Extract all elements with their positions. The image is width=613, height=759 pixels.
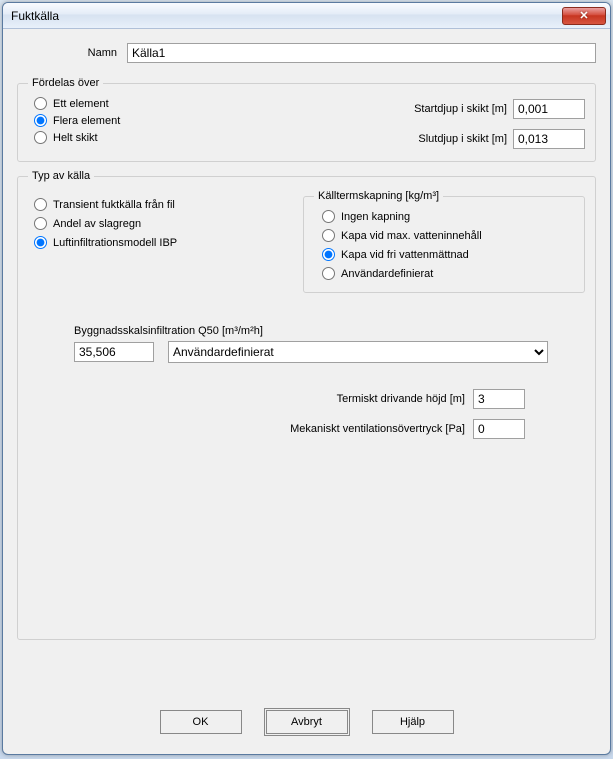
mech-overpressure-input[interactable] xyxy=(473,419,525,439)
thermal-height-input[interactable] xyxy=(473,389,525,409)
radio-helt-skikt-label: Helt skikt xyxy=(53,132,98,144)
titlebar: Fuktkälla ✕ xyxy=(3,3,610,29)
q50-input[interactable] xyxy=(74,342,154,362)
mech-overpressure-row: Mekaniskt ventilationsövertryck [Pa] xyxy=(74,419,585,439)
mech-overpressure-label: Mekaniskt ventilationsövertryck [Pa] xyxy=(290,423,465,435)
radio-rain-fraction-label: Andel av slagregn xyxy=(53,218,141,230)
distribution-group: Fördelas över Ett element Flera element … xyxy=(17,77,596,162)
cancel-button[interactable]: Avbryt xyxy=(266,710,348,734)
radio-transient-file[interactable]: Transient fuktkälla från fil xyxy=(34,198,289,211)
end-depth-input[interactable] xyxy=(513,129,585,149)
radio-transient-file-label: Transient fuktkälla från fil xyxy=(53,199,175,211)
radio-flera-element-input[interactable] xyxy=(34,114,47,127)
radio-rain-fraction[interactable]: Andel av slagregn xyxy=(34,217,289,230)
radio-one-element-input[interactable] xyxy=(34,97,47,110)
q50-block: Byggnadsskalsinfiltration Q50 [m³/m²h] A… xyxy=(28,325,585,439)
client-area: Namn Fördelas över Ett element Flera ele… xyxy=(3,29,610,640)
distribution-legend: Fördelas över xyxy=(28,77,103,89)
radio-cap-user[interactable]: Användardefinierat xyxy=(322,267,574,280)
radio-cap-free-input[interactable] xyxy=(322,248,335,261)
radio-one-element-label: Ett element xyxy=(53,98,109,110)
dialog-window: Fuktkälla ✕ Namn Fördelas över Ett eleme… xyxy=(2,2,611,755)
radio-cap-max-label: Kapa vid max. vatteninnehåll xyxy=(341,230,482,242)
radio-cap-max[interactable]: Kapa vid max. vatteninnehåll xyxy=(322,229,574,242)
name-label: Namn xyxy=(17,47,127,59)
source-type-group: Typ av källa Transient fuktkälla från fi… xyxy=(17,170,596,640)
radio-ibp-model[interactable]: Luftinfiltrationsmodell IBP xyxy=(34,236,289,249)
radio-rain-fraction-input[interactable] xyxy=(34,217,47,230)
ok-button[interactable]: OK xyxy=(160,710,242,734)
radio-cap-none-label: Ingen kapning xyxy=(341,211,410,223)
window-title: Fuktkälla xyxy=(11,9,562,23)
radio-cap-user-label: Användardefinierat xyxy=(341,268,433,280)
q50-mode-select[interactable]: Användardefinierat xyxy=(168,341,548,363)
end-depth-row: Slutdjup i skikt [m] xyxy=(414,129,585,149)
close-icon: ✕ xyxy=(579,9,588,22)
radio-helt-skikt[interactable]: Helt skikt xyxy=(34,131,394,144)
capping-group: Källtermskapning [kg/m³] Ingen kapning K… xyxy=(303,190,585,293)
start-depth-label: Startdjup i skikt [m] xyxy=(414,103,507,115)
close-button[interactable]: ✕ xyxy=(562,7,606,25)
thermal-height-label: Termiskt drivande höjd [m] xyxy=(337,393,465,405)
radio-cap-none[interactable]: Ingen kapning xyxy=(322,210,574,223)
radio-cap-max-input[interactable] xyxy=(322,229,335,242)
help-button[interactable]: Hjälp xyxy=(372,710,454,734)
radio-cap-user-input[interactable] xyxy=(322,267,335,280)
radio-flera-element-label: Flera element xyxy=(53,115,120,127)
start-depth-input[interactable] xyxy=(513,99,585,119)
name-row: Namn xyxy=(17,43,596,63)
button-bar: OK Avbryt Hjälp xyxy=(3,710,610,734)
source-type-legend: Typ av källa xyxy=(28,170,94,182)
radio-cap-none-input[interactable] xyxy=(322,210,335,223)
radio-ibp-model-input[interactable] xyxy=(34,236,47,249)
name-input[interactable] xyxy=(127,43,596,63)
end-depth-label: Slutdjup i skikt [m] xyxy=(418,133,507,145)
capping-legend: Källtermskapning [kg/m³] xyxy=(314,190,443,202)
radio-cap-free[interactable]: Kapa vid fri vattenmättnad xyxy=(322,248,574,261)
radio-ibp-model-label: Luftinfiltrationsmodell IBP xyxy=(53,237,177,249)
radio-cap-free-label: Kapa vid fri vattenmättnad xyxy=(341,249,469,261)
radio-transient-file-input[interactable] xyxy=(34,198,47,211)
q50-label: Byggnadsskalsinfiltration Q50 [m³/m²h] xyxy=(74,325,585,337)
start-depth-row: Startdjup i skikt [m] xyxy=(414,99,585,119)
radio-helt-skikt-input[interactable] xyxy=(34,131,47,144)
radio-flera-element[interactable]: Flera element xyxy=(34,114,394,127)
thermal-height-row: Termiskt drivande höjd [m] xyxy=(74,389,585,409)
radio-one-element[interactable]: Ett element xyxy=(34,97,394,110)
